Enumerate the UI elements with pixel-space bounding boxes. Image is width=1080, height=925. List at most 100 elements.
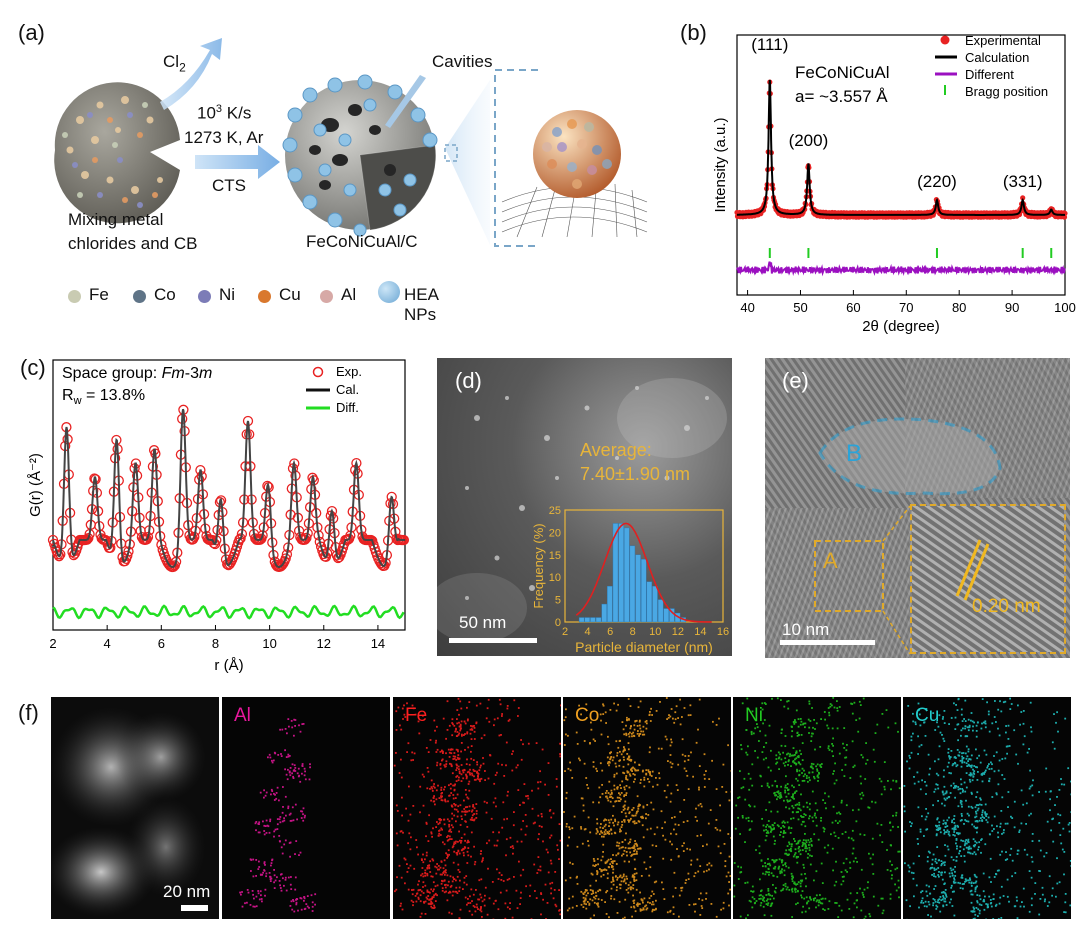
xtick-label-6: 14	[371, 636, 385, 651]
chart-title: FeCoNiCuAl	[795, 63, 889, 82]
eds-map-co: Co	[563, 697, 731, 919]
histogram-bar-6	[612, 523, 619, 623]
plot-frame	[52, 359, 406, 631]
mixing-caption-line2: chlorides and CB	[68, 234, 198, 253]
eds-label-fe: Fe	[405, 705, 428, 726]
xtick-label-4: 80	[952, 300, 966, 315]
temperature-atmosphere: 1273 K, Ar	[184, 128, 264, 147]
x-axis-title: 2θ (degree)	[862, 318, 940, 335]
inset-xtick-4: 10	[649, 626, 661, 638]
xtick-label-6: 100	[1054, 300, 1076, 315]
legend-label-1: Calculation	[965, 50, 1029, 65]
scale-bar-e	[780, 640, 875, 645]
difference-line	[736, 261, 1066, 277]
zoom-inset	[910, 504, 1066, 654]
inset-xtick-5: 12	[672, 626, 684, 638]
inset-xtick-7: 16	[717, 626, 729, 638]
panel-e-label: (e)	[782, 368, 809, 393]
panel-c-label: (c)	[20, 355, 46, 380]
cts-label: CTS	[212, 176, 246, 195]
xtick-label-2: 6	[158, 636, 165, 651]
inset-xtick-0: 2	[562, 626, 568, 638]
region-a-label: A	[823, 548, 838, 573]
histogram-bar-0	[578, 617, 585, 623]
xtick-label-1: 4	[104, 636, 111, 651]
inset-ytick-0: 0	[555, 617, 561, 629]
xtick-label-5: 12	[317, 636, 331, 651]
scale-bar-f	[181, 905, 208, 911]
panel-b-label: (b)	[680, 20, 707, 45]
peak-label-3: (331)	[1003, 172, 1043, 191]
average-label: Average:	[580, 440, 652, 460]
legend-exp-marker	[312, 366, 324, 378]
y-axis-title: G(r) (Å⁻²)	[27, 453, 44, 517]
legend-label-2: Diff.	[336, 400, 359, 415]
eds-map-cu: Cu	[903, 697, 1071, 919]
region-b-label: B	[846, 440, 863, 467]
xtick-label-0: 40	[740, 300, 754, 315]
histogram-bar-15	[663, 608, 669, 623]
hrtem-image	[765, 358, 1070, 658]
ni-dot-icon	[198, 290, 211, 303]
histogram-bar-8	[624, 527, 630, 623]
pdf-chart: 2 4 6 8 10 12 14 r (Å) G(r) (Å⁻²) Space group: Fm…	[0, 350, 420, 680]
precursor-sphere	[54, 82, 180, 224]
panel-d-label: (d)	[455, 368, 482, 393]
cu-dot-icon	[258, 290, 271, 303]
plot-frame	[736, 34, 1066, 296]
lattice-spacing: 0.20 nm	[972, 596, 1041, 617]
histogram-bar-4	[601, 603, 607, 623]
rw-value: Rw = 13.8%	[62, 387, 145, 407]
histogram-bar-11	[640, 559, 647, 623]
mixing-caption-line1: Mixing metal	[68, 210, 164, 229]
inset-y-axis-title: Frequency (%)	[531, 523, 546, 608]
eds-label-al: Al	[234, 705, 251, 726]
calculation-line	[737, 79, 1065, 216]
legend-label-0: Experimental	[965, 33, 1041, 48]
xtick-label-0: 2	[49, 636, 56, 651]
eds-map-al: Al	[222, 697, 390, 919]
inset-xtick-3: 8	[630, 626, 636, 638]
histogram-bar-10	[635, 554, 641, 623]
xtick-label-3: 8	[212, 636, 219, 651]
size-histogram: 2 4 6 8 10 12 14 16 0 5 10 15 20 25 Particle diameter …	[525, 488, 735, 658]
calculated-line	[52, 408, 405, 569]
legend-exp-marker	[940, 35, 950, 45]
legend-label-0: Exp.	[336, 364, 362, 379]
al-dot-icon	[320, 290, 333, 303]
product-caption: FeCoNiCuAl/C	[306, 232, 418, 251]
legend-fe: Fe	[89, 285, 109, 304]
space-group: Space group: Fm-3m	[62, 365, 212, 382]
peak-label-1: (200)	[789, 131, 829, 150]
legend-cu: Cu	[279, 285, 301, 304]
histogram-bar-9	[629, 545, 636, 623]
inset-xtick-1: 4	[585, 626, 591, 638]
xtick-label-3: 70	[899, 300, 913, 315]
histogram-bar-5	[607, 585, 613, 623]
inset-xtick-2: 6	[607, 626, 613, 638]
inset-x-axis-title: Particle diameter (nm)	[575, 639, 713, 655]
panel-f-label: (f)	[18, 700, 39, 725]
gaussian-fit-line	[575, 522, 712, 623]
hollow-carbon-sphere	[282, 74, 438, 237]
legend-al: Al	[341, 285, 357, 304]
peak-label-0: (111)	[751, 35, 788, 54]
histogram-bar-2	[590, 617, 596, 623]
inset-ytick-1: 5	[555, 595, 561, 607]
x-axis-title: r (Å)	[214, 657, 243, 674]
xtick-label-4: 10	[262, 636, 276, 651]
inset-xtick-6: 14	[694, 626, 706, 638]
eds-label-cu: Cu	[915, 705, 940, 726]
legend-label-2: Different	[965, 67, 1014, 82]
inset-nanoparticle	[497, 72, 651, 238]
eds-map-fe: Fe	[393, 697, 561, 919]
eds-map-ni: Ni	[733, 697, 901, 919]
inset-ytick-3: 15	[549, 550, 561, 562]
average-value: 7.40±1.90 nm	[580, 464, 690, 484]
eds-label-co: Co	[575, 705, 600, 726]
legend-hea: HEA NPs	[404, 285, 439, 324]
histogram-bar-3	[595, 617, 602, 623]
inset-ytick-5: 25	[549, 505, 561, 517]
histogram-bar-7	[618, 523, 624, 623]
peak-label-2: (220)	[917, 172, 957, 191]
